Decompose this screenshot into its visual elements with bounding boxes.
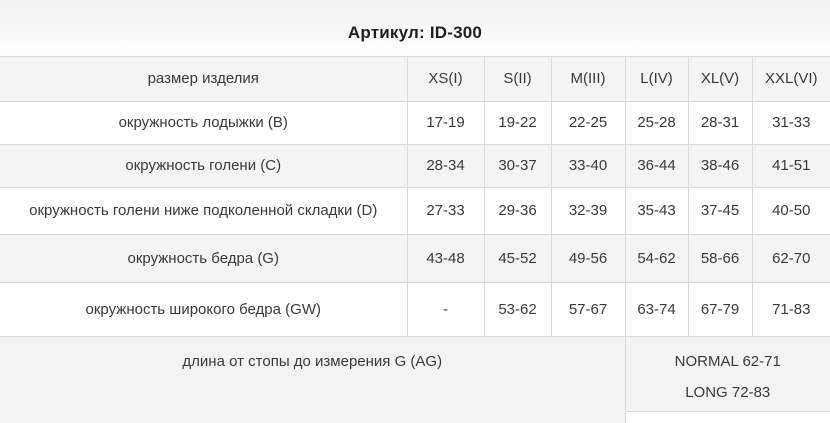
table-row: окружность голени ниже подколенной склад… bbox=[0, 186, 830, 234]
value-cell: 43-48 bbox=[406, 233, 484, 282]
table-row: длина от стопы до измерения G (AG) NORMA… bbox=[0, 335, 830, 423]
value-cell: 45-52 bbox=[483, 233, 551, 282]
value-cell: 35-43 bbox=[624, 186, 688, 234]
value-cell: 63-74 bbox=[624, 281, 688, 336]
value-cell: 54-62 bbox=[624, 233, 688, 282]
header-size-xl: XL(V) bbox=[687, 57, 752, 101]
header-product-size: размер изделия bbox=[147, 70, 259, 88]
length-values-cell: NORMAL 62-71 LONG 72-83 bbox=[624, 335, 830, 411]
value-cell: 25-28 bbox=[624, 100, 688, 144]
value-cell: - bbox=[406, 281, 484, 336]
value-cell: 33-40 bbox=[550, 143, 625, 187]
value-cell: 28-34 bbox=[406, 143, 484, 187]
length-normal-value: NORMAL 62-71 bbox=[674, 352, 781, 370]
value-cell: 71-83 bbox=[751, 281, 830, 336]
value-cell: 27-33 bbox=[406, 186, 484, 234]
row-label-ankle: окружность лодыжки (B) bbox=[0, 100, 407, 144]
value-cell: 32-39 bbox=[550, 186, 625, 234]
header-size-xs: XS(I) bbox=[406, 57, 484, 101]
value-cell: 17-19 bbox=[406, 100, 484, 144]
cutoff-cell bbox=[624, 410, 830, 423]
value-cell: 36-44 bbox=[624, 143, 688, 187]
value-cell: 38-46 bbox=[687, 143, 752, 187]
value-cell: 31-33 bbox=[751, 100, 830, 144]
value-cell: 53-62 bbox=[483, 281, 551, 336]
table-title: Артикул: ID-300 bbox=[0, 0, 830, 57]
value-cell: 40-50 bbox=[751, 186, 830, 234]
row-label-length-ag: длина от стопы до измерения G (AG) bbox=[0, 335, 625, 423]
value-cell: 58-66 bbox=[687, 233, 752, 282]
header-size-s: S(II) bbox=[483, 57, 551, 101]
table-row bbox=[0, 410, 830, 423]
value-cell: 28-31 bbox=[687, 100, 752, 144]
table-row: окружность голени (C) 28-34 30-37 33-40 … bbox=[0, 143, 830, 187]
value-cell: 62-70 bbox=[751, 233, 830, 282]
value-cell: 57-67 bbox=[550, 281, 625, 336]
row-label-wide-thigh: окружность широкого бедра (GW) bbox=[0, 281, 407, 336]
table-header-row: размер изделия XS(I) S(II) M(III) L(IV) … bbox=[0, 57, 830, 101]
header-size-l: L(IV) bbox=[624, 57, 688, 101]
table-row: окружность лодыжки (B) 17-19 19-22 22-25… bbox=[0, 100, 830, 144]
table-row: окружность широкого бедра (GW) - 53-62 5… bbox=[0, 281, 830, 336]
value-cell: 19-22 bbox=[483, 100, 551, 144]
header-size-m: M(III) bbox=[550, 57, 625, 101]
row-label-calf: окружность голени (C) bbox=[0, 143, 407, 187]
value-cell: 22-25 bbox=[550, 100, 625, 144]
header-size-xxl: XXL(VI) bbox=[751, 57, 830, 101]
row-label-below-knee: окружность голени ниже подколенной склад… bbox=[0, 186, 407, 234]
table-row: окружность бедра (G) 43-48 45-52 49-56 5… bbox=[0, 233, 830, 282]
value-cell: 41-51 bbox=[751, 143, 830, 187]
length-long-value: LONG 72-83 bbox=[685, 383, 771, 401]
size-table: размер изделия XS(I) S(II) M(III) L(IV) … bbox=[0, 57, 830, 423]
value-cell: 37-45 bbox=[687, 186, 752, 234]
value-cell: 67-79 bbox=[687, 281, 752, 336]
value-cell: 30-37 bbox=[483, 143, 551, 187]
row-label-thigh: окружность бедра (G) bbox=[0, 233, 407, 282]
value-cell: 29-36 bbox=[483, 186, 551, 234]
value-cell: 49-56 bbox=[550, 233, 625, 282]
